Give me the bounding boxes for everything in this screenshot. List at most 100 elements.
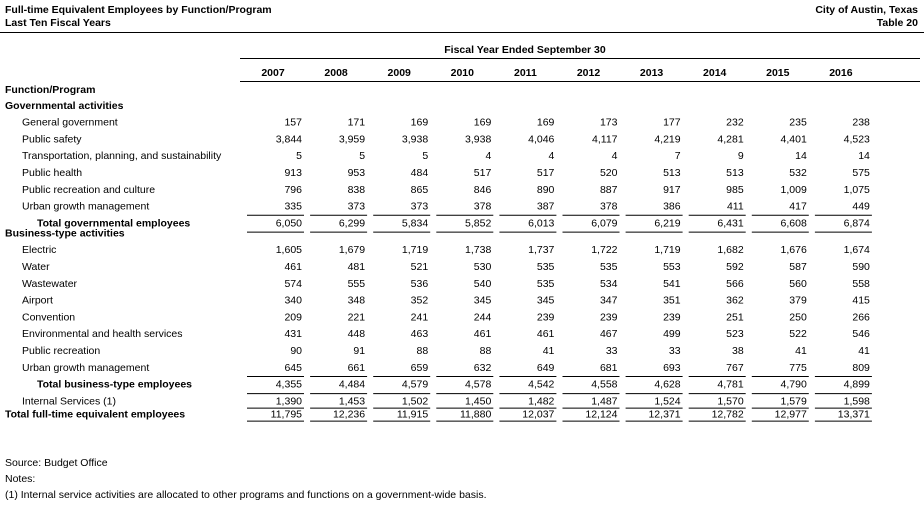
row-value: 484 <box>411 167 429 179</box>
row-value: 239 <box>600 311 618 323</box>
row-value: 7 <box>675 150 681 162</box>
row-value: 661 <box>348 362 366 374</box>
row-value: 517 <box>474 167 492 179</box>
grand-total-value: 12,782 <box>712 408 744 420</box>
row-value: 5 <box>296 150 302 162</box>
row-value: 917 <box>663 184 681 196</box>
row-value: 467 <box>600 328 618 340</box>
row-value: 387 <box>537 201 555 213</box>
row-value: 33 <box>606 345 618 357</box>
total-value: 4,790 <box>781 379 807 391</box>
total-value: 6,608 <box>781 217 807 229</box>
row-value: 1,679 <box>339 244 365 256</box>
row-value: 555 <box>348 278 366 290</box>
row-value: 461 <box>537 328 555 340</box>
row-value: 239 <box>537 311 555 323</box>
row-value: 411 <box>727 201 744 213</box>
row-label: Environmental and health services <box>22 328 183 340</box>
row-value: 1,009 <box>781 184 807 196</box>
row-value: 88 <box>480 345 492 357</box>
row-value: 449 <box>852 201 870 213</box>
row-value: 953 <box>348 167 366 179</box>
row-value: 913 <box>284 167 302 179</box>
total-value: 4,578 <box>465 379 491 391</box>
row-label: Urban growth management <box>22 362 149 374</box>
row-value: 41 <box>543 345 555 357</box>
internal-services-value: 1,598 <box>844 395 870 407</box>
total-value: 4,355 <box>276 379 302 391</box>
row-value: 41 <box>858 345 870 357</box>
row-value: 513 <box>663 167 681 179</box>
row-value: 461 <box>284 261 302 273</box>
row-value: 244 <box>474 311 492 323</box>
row-value: 546 <box>852 328 870 340</box>
row-label: Public recreation and culture <box>22 184 155 196</box>
total-value: 6,431 <box>717 217 743 229</box>
row-value: 221 <box>348 311 366 323</box>
grand-total-value: 12,124 <box>585 408 617 420</box>
row-value: 1,719 <box>402 244 428 256</box>
row-value: 232 <box>726 117 744 129</box>
title: Full-time Equivalent Employees by Functi… <box>5 4 272 16</box>
row-value: 693 <box>663 362 681 374</box>
row-value: 540 <box>474 278 492 290</box>
row-value: 448 <box>348 328 366 340</box>
subtitle: Last Ten Fiscal Years <box>5 17 111 29</box>
row-value: 171 <box>348 117 366 129</box>
row-value: 379 <box>789 295 807 307</box>
row-value: 415 <box>852 295 870 307</box>
row-value: 4,046 <box>528 133 554 145</box>
row-value: 157 <box>284 117 302 129</box>
row-value: 461 <box>474 328 492 340</box>
row-value: 239 <box>663 311 681 323</box>
internal-services-value: 1,502 <box>402 395 428 407</box>
row-value: 530 <box>474 261 492 273</box>
row-value: 846 <box>474 184 492 196</box>
column-header: 2012 <box>577 67 601 79</box>
column-header: 2007 <box>261 67 285 79</box>
column-header: 2011 <box>514 67 537 79</box>
row-value: 431 <box>284 328 302 340</box>
row-value: 378 <box>474 201 492 213</box>
row-value: 251 <box>726 311 744 323</box>
total-value: 4,579 <box>402 379 428 391</box>
row-value: 535 <box>537 278 555 290</box>
row-value: 590 <box>852 261 870 273</box>
row-value: 3,844 <box>276 133 302 145</box>
row-label: Electric <box>22 244 56 256</box>
grand-total-value: 12,371 <box>648 408 680 420</box>
grand-total-value: 11,880 <box>460 408 491 420</box>
row-value: 9 <box>738 150 744 162</box>
row-value: 378 <box>600 201 618 213</box>
row-value: 4 <box>485 150 491 162</box>
internal-services-value: 1,487 <box>591 395 617 407</box>
row-value: 541 <box>663 278 681 290</box>
row-value: 513 <box>726 167 744 179</box>
row-value: 88 <box>417 345 429 357</box>
row-value: 241 <box>411 311 429 323</box>
total-value: 4,628 <box>654 379 680 391</box>
row-value: 238 <box>852 117 870 129</box>
row-value: 1,674 <box>844 244 870 256</box>
table-number: Table 20 <box>877 17 918 29</box>
row-value: 335 <box>284 201 302 213</box>
row-value: 1,676 <box>781 244 807 256</box>
internal-services-value: 1,524 <box>654 395 680 407</box>
total-label: Total governmental employees <box>37 217 190 229</box>
row-label: Public safety <box>22 133 82 145</box>
row-value: 169 <box>474 117 492 129</box>
row-value: 1,075 <box>844 184 870 196</box>
row-value: 4,117 <box>592 133 618 145</box>
internal-services-value: 1,390 <box>276 395 302 407</box>
row-value: 481 <box>348 261 366 273</box>
row-value: 173 <box>600 117 618 129</box>
row-value: 887 <box>600 184 618 196</box>
column-header: 2013 <box>640 67 664 79</box>
row-value: 592 <box>726 261 744 273</box>
section-title: Governmental activities <box>5 100 124 112</box>
row-value: 4,281 <box>717 133 743 145</box>
total-value: 6,050 <box>276 217 302 229</box>
row-value: 566 <box>726 278 744 290</box>
section-title: Business-type activities <box>5 227 125 239</box>
total-value: 6,013 <box>528 217 554 229</box>
